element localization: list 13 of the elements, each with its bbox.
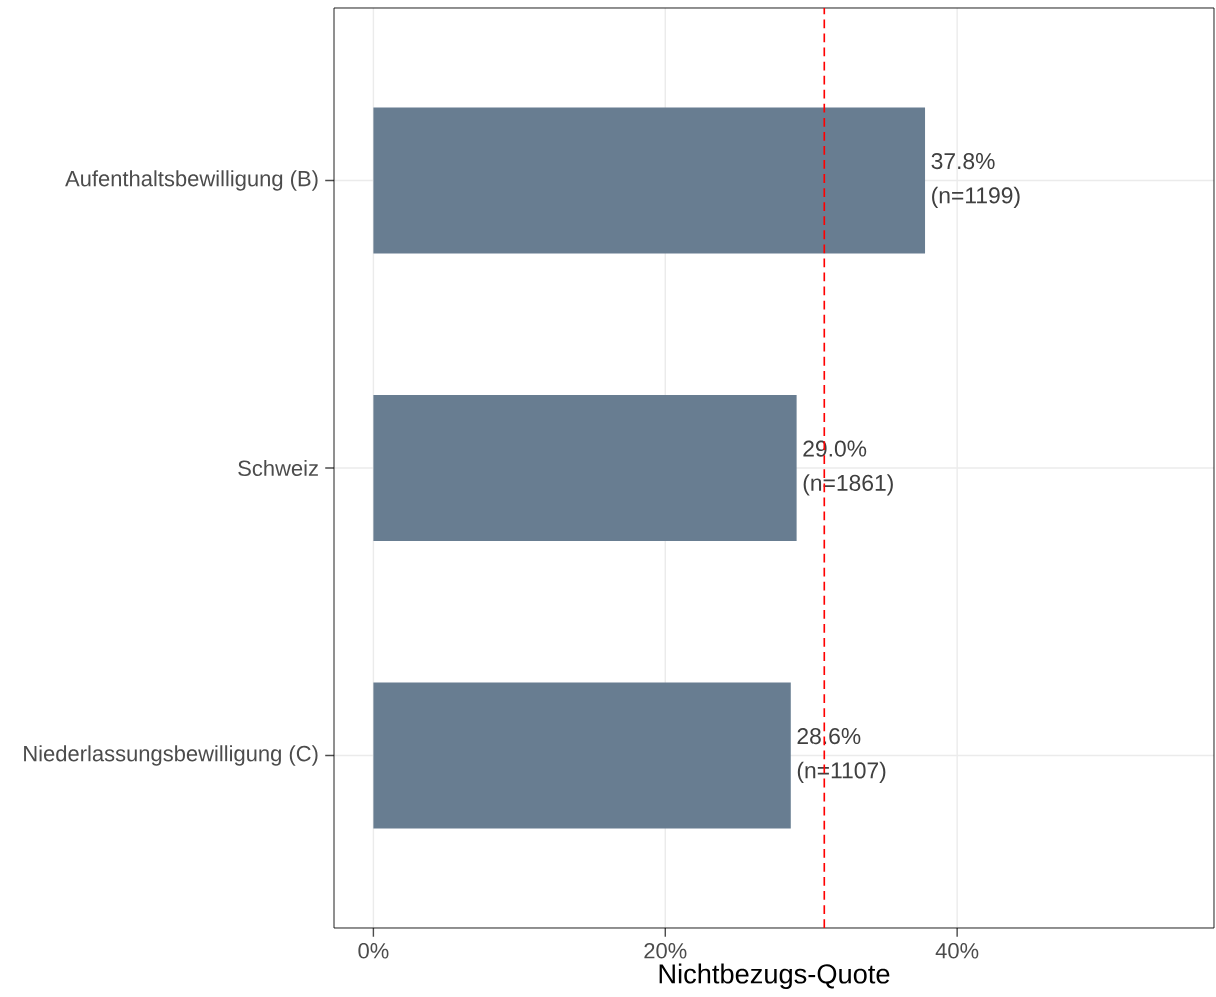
y-tick-label: Aufenthaltsbewilligung (B) — [65, 170, 318, 191]
x-tick-label: 40% — [935, 943, 979, 959]
bar — [373, 682, 791, 829]
data-label: 37.8% (n=1199) — [931, 153, 1020, 208]
y-tick-label: Niederlassungsbewilligung (C) — [24, 745, 318, 766]
x-axis-title: Nichtbezugs-Quote — [659, 963, 890, 989]
x-tick-label: 20% — [644, 943, 687, 959]
bar — [373, 394, 797, 542]
data-label: 29.0% (n=1861) — [803, 440, 893, 496]
x-tick-label: 0% — [358, 943, 389, 959]
data-label: 28.6% (n=1107) — [797, 728, 886, 783]
y-tick-label: Schweiz — [238, 459, 318, 477]
bar — [373, 107, 926, 254]
